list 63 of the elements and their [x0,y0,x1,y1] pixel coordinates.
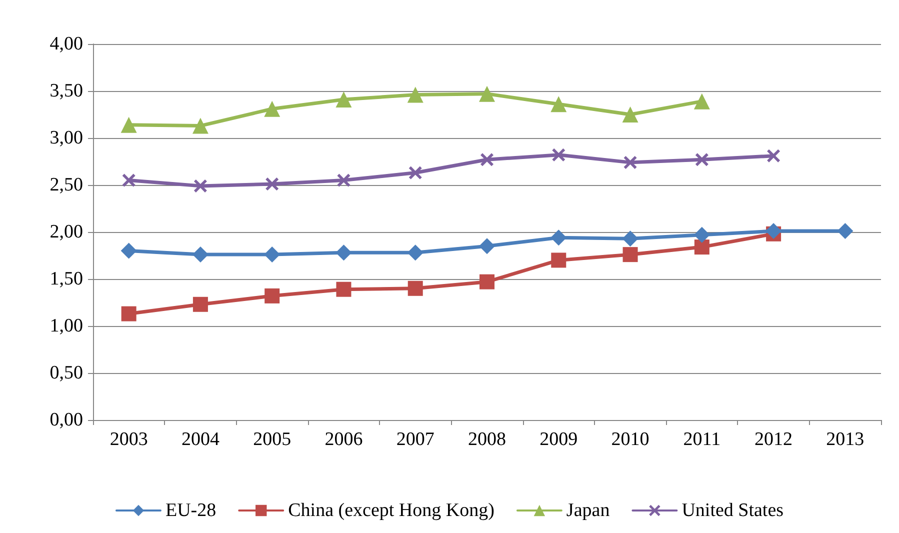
point [336,91,352,108]
x-tick-label: 2010 [611,429,650,450]
point [479,238,495,254]
point [624,156,637,169]
point [336,244,352,261]
point [408,166,422,180]
point [407,244,424,261]
x-tick-label: 2003 [110,429,148,450]
y-tick-label: 2,50 [50,174,83,196]
point [120,242,137,259]
x-tick-label: 2005 [253,429,292,450]
y-tick-label: 2,00 [50,222,83,242]
x-tick-label: 2008 [468,429,506,450]
x-tick-label: 2012 [754,429,793,450]
point [550,230,567,246]
point [408,280,423,296]
point [694,240,710,255]
point [120,116,137,133]
point [121,306,136,322]
point [264,246,280,263]
point [192,246,208,263]
point [264,100,280,117]
point [622,106,638,122]
x-tick-label: 2006 [324,429,363,450]
point [551,252,566,268]
point [266,178,279,191]
point [694,93,710,110]
x-tick-label: 2007 [396,429,434,450]
point [337,174,350,187]
x-tick-label: 2011 [683,429,721,450]
y-tick-label: 0,00 [50,410,83,430]
x-tick-label: 2013 [826,429,864,450]
point [622,230,638,247]
point [552,148,566,162]
legend-label: EU-28 [165,500,216,521]
y-tick-label: 0,50 [50,362,83,384]
point [264,288,280,304]
x-tick-label: 2004 [181,429,220,450]
legend-label: United States [682,500,784,521]
point [622,247,638,262]
point [192,296,208,312]
point [192,118,208,134]
point [767,149,780,162]
y-tick-label: 4,00 [50,34,83,54]
point [336,282,352,297]
x-tick-label: 2009 [540,429,578,450]
point [837,223,854,240]
legend-label: China (except Hong Kong) [288,500,494,521]
point [480,274,494,290]
point [122,174,136,187]
y-tick-label: 1,50 [50,268,83,290]
point [694,226,710,243]
point [766,223,782,240]
point [480,153,494,166]
point [479,86,495,102]
legend-label: Japan [566,500,610,521]
y-tick-label: 3,50 [50,80,83,102]
point [194,179,207,192]
point [695,153,708,166]
y-tick-label: 3,00 [50,128,83,148]
point [407,86,424,103]
y-tick-label: 1,00 [50,316,83,336]
point [550,96,567,112]
